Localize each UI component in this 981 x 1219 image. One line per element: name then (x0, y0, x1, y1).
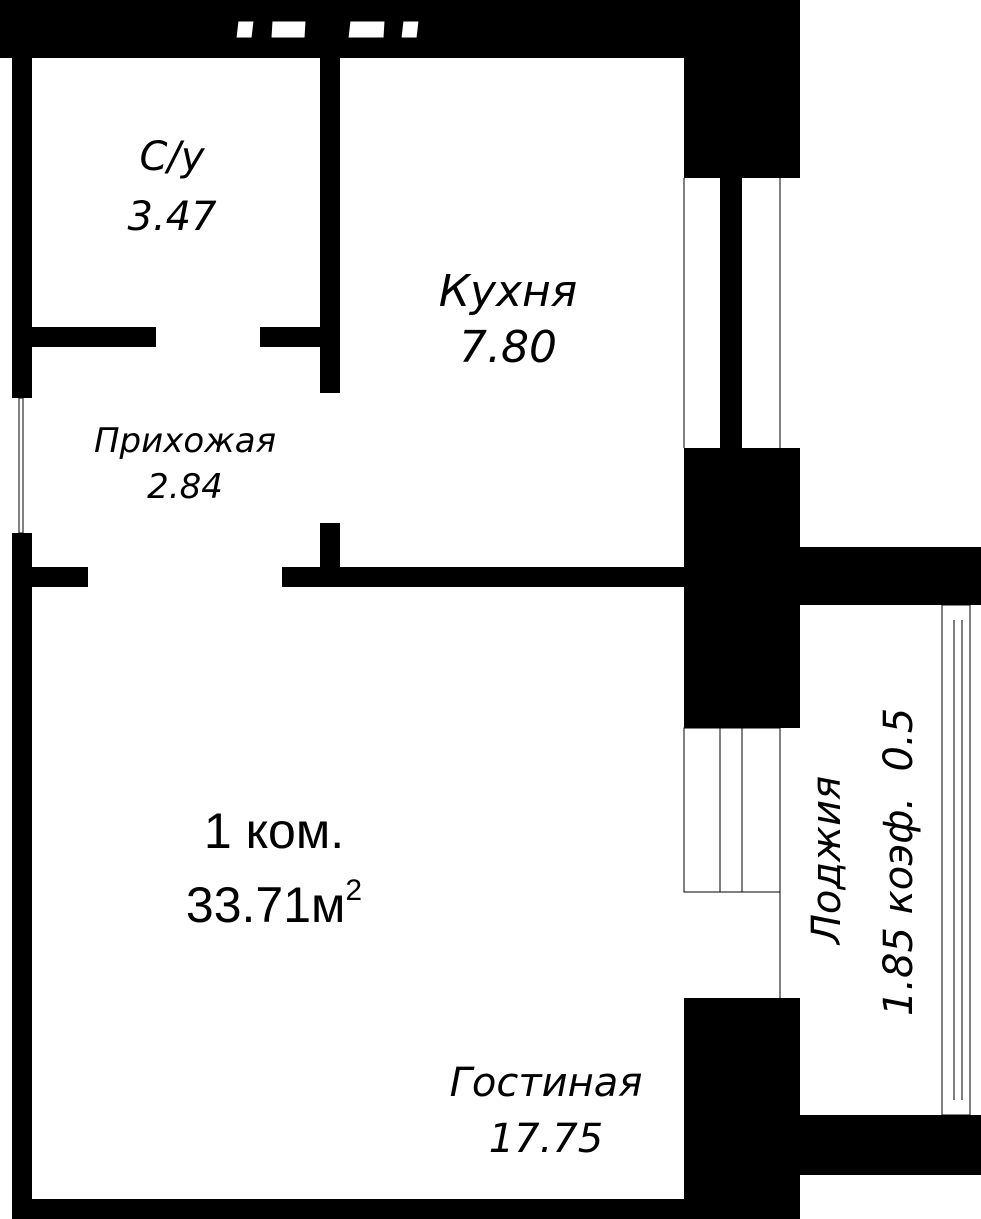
wall-top (0, 0, 800, 58)
wall-hall-right (282, 567, 684, 587)
living-window (683, 727, 781, 893)
living-room-name: Гостиная (450, 1060, 643, 1106)
wall-bottom (12, 1199, 800, 1219)
kitchen-area: 7.80 (459, 322, 557, 373)
kitchen-name: Кухня (439, 266, 578, 317)
room-labels: С/у 3.47 Кухня 7.80 Прихожая 2.84 Гостин… (94, 134, 922, 1162)
wall-right-pier-2 (684, 448, 800, 728)
wall-loggia-bottom (800, 1115, 981, 1175)
wall-hall-left (32, 567, 88, 587)
loggia-name: Лоджия (804, 776, 850, 946)
wall-left-upper (12, 58, 32, 398)
wall-loggia-top (800, 547, 981, 605)
wall-right-mullion (720, 178, 742, 448)
hallway-name: Прихожая (94, 421, 276, 461)
loggia-area: 1.85 коэф. 0.5 (876, 708, 922, 1016)
vent-2 (270, 20, 307, 39)
bathroom-area: 3.47 (127, 194, 217, 240)
wall-bath-bottom-left (32, 327, 156, 347)
wall-left-lower (12, 533, 32, 1219)
vent-4 (400, 20, 420, 39)
wall-right-pier-3 (684, 998, 800, 1219)
wall-right-pier-1 (684, 58, 800, 178)
apartment-rooms-label: 1 ком. (204, 803, 344, 859)
wall-bath-kitchen (320, 58, 340, 393)
apartment-total-area: 33.71м2 (186, 874, 362, 933)
windows (18, 178, 971, 1116)
vent-openings (235, 20, 420, 39)
wall-bath-bottom-right (260, 327, 340, 347)
bathroom-name: С/у (139, 134, 205, 180)
vent-3 (347, 20, 386, 39)
hallway-area: 2.84 (147, 467, 223, 507)
living-room-area: 17.75 (489, 1116, 604, 1162)
area-unit-superscript: 2 (345, 874, 362, 907)
vent-1 (235, 20, 255, 39)
entrance-door-opening (18, 397, 24, 534)
wall-kitchen-stub (320, 523, 340, 578)
loggia-glazing (941, 604, 971, 1116)
apartment-total-area-value: 33.71м (186, 877, 346, 933)
